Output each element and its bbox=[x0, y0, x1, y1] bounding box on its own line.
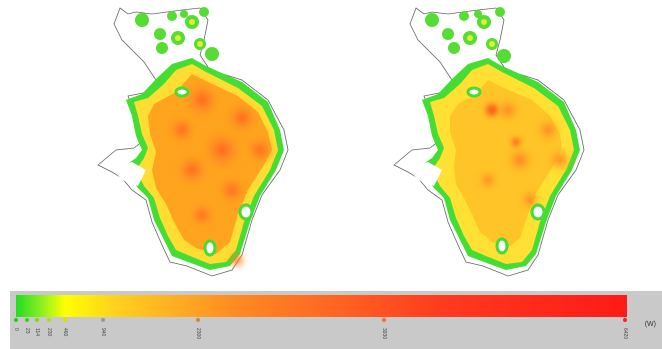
legend-tick-label: 6420 bbox=[622, 328, 628, 340]
region-outline bbox=[393, 7, 585, 277]
legend-unit: (W) bbox=[644, 321, 656, 328]
legend-tick-marker bbox=[101, 318, 105, 322]
hotspots bbox=[168, 82, 274, 268]
heatmap-panels bbox=[97, 7, 585, 277]
heat-gap bbox=[408, 162, 442, 186]
legend-tick-marker bbox=[47, 318, 51, 322]
legend-tick-marker bbox=[63, 318, 67, 322]
legend-tick-label: 2300 bbox=[195, 328, 201, 340]
north-cluster-core bbox=[175, 19, 203, 47]
legend-tick-label: 0 bbox=[13, 328, 19, 331]
legend-tick-label: 940 bbox=[100, 328, 106, 337]
legend-tick-label: 230 bbox=[46, 328, 52, 337]
color-legend: 0 23 114 230 460 940 2300 3930 6420 (W) bbox=[10, 291, 662, 349]
region-outline bbox=[97, 7, 289, 277]
legend-tick-marker bbox=[25, 318, 29, 322]
legend-tick-label: 460 bbox=[62, 328, 68, 337]
legend-tick-label: 114 bbox=[34, 328, 40, 336]
legend-tick-marker bbox=[382, 318, 386, 322]
heatmap-map-left bbox=[97, 7, 289, 277]
heat-gap bbox=[174, 86, 190, 98]
color-scale-bar bbox=[16, 295, 627, 317]
heat-orange bbox=[450, 80, 562, 248]
legend-tick-marker bbox=[14, 318, 18, 322]
heat-gap bbox=[203, 239, 217, 257]
heat-gap bbox=[530, 203, 546, 221]
north-cluster bbox=[425, 7, 511, 63]
heat-gap bbox=[238, 203, 254, 221]
legend-tick-marker bbox=[196, 318, 200, 322]
heat-gap bbox=[495, 237, 509, 255]
legend-tick-label: 3930 bbox=[381, 328, 387, 340]
heatmap-map-right bbox=[393, 7, 585, 277]
heat-gap bbox=[112, 162, 146, 186]
north-cluster bbox=[135, 7, 219, 61]
north-cluster-core bbox=[467, 19, 495, 47]
heat-gap bbox=[466, 86, 482, 98]
legend-tick-label: 23 bbox=[24, 328, 30, 334]
legend-tick-marker bbox=[623, 318, 627, 322]
legend-tick-marker bbox=[35, 318, 39, 322]
